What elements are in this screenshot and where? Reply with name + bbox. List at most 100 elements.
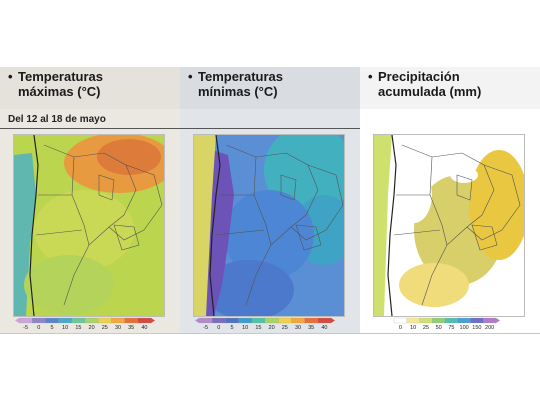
scale-swatch — [264, 317, 279, 324]
scale-arrow-left — [15, 318, 19, 323]
map-min-center-zone — [224, 190, 314, 280]
scale-tick-label: 10 — [62, 325, 68, 331]
scale-swatch — [470, 317, 484, 324]
scale-swatch — [304, 317, 319, 324]
scale-tick-label: 20 — [269, 325, 275, 331]
scale-tick-label: 40 — [321, 325, 327, 331]
scale-swatch — [483, 317, 497, 324]
scale-tick-label: 25 — [282, 325, 288, 331]
scale-arrow-right — [151, 318, 155, 323]
title-max-line1: Temperaturas — [18, 69, 104, 84]
scale-tick-label: 0 — [399, 325, 402, 331]
scale-tick-label: 5 — [230, 325, 233, 331]
scale-tick-label: 35 — [128, 325, 134, 331]
scale-temperaturas-minimas: -5 0 5 10 15 20 25 30 35 40 — [195, 317, 335, 332]
scale-swatch — [406, 317, 420, 324]
date-range-rule — [0, 128, 360, 129]
scale-tick-label: 15 — [75, 325, 81, 331]
scale-max-svg: -5 0 5 10 15 20 25 30 35 40 — [15, 317, 155, 331]
scale-tick-label: -5 — [203, 325, 208, 331]
scale-swatch — [98, 317, 112, 324]
scale-swatch — [137, 317, 152, 324]
map-temperaturas-minimas — [193, 134, 345, 317]
map-max-south-zone — [24, 255, 114, 315]
scale-arrow-left — [390, 318, 394, 323]
map-min-chile-zone — [194, 135, 216, 316]
scale-tick-label: 200 — [485, 325, 494, 331]
scale-swatch — [419, 317, 433, 324]
scale-arrow-left — [195, 318, 199, 323]
bullet-icon: • — [8, 69, 13, 84]
title-precipitacion-acumulada: • Precipitación acumulada (mm) — [368, 69, 481, 99]
scale-tick-label: -5 — [23, 325, 28, 331]
map-min-borders — [209, 135, 344, 316]
scale-min-svg: -5 0 5 10 15 20 25 30 35 40 — [195, 317, 335, 331]
map-pre-dry-patch — [450, 167, 478, 183]
map-max-andes-cool-zone — [14, 153, 36, 316]
scale-swatch — [317, 317, 332, 324]
scale-tick-label: 30 — [295, 325, 301, 331]
scale-swatch — [393, 317, 408, 324]
panel-min-header — [180, 67, 360, 109]
scale-tick-label: 50 — [436, 325, 442, 331]
scale-tick-label: 10 — [410, 325, 416, 331]
map-min-andes-cold-zone — [206, 150, 234, 316]
date-range-label: Del 12 al 18 de mayo — [8, 114, 106, 125]
map-precipitacion-acumulada — [373, 134, 525, 317]
scale-tick-label: 15 — [255, 325, 261, 331]
scale-swatch — [238, 317, 253, 324]
scale-tick-label: 10 — [242, 325, 248, 331]
scale-swatch — [18, 317, 33, 324]
title-pre-line2: acumulada (mm) — [378, 84, 482, 99]
title-min-line1: Temperaturas — [198, 69, 284, 84]
map-min-south-zone — [204, 260, 294, 316]
scale-tick-label: 25 — [423, 325, 429, 331]
scale-tick-label: 0 — [217, 325, 220, 331]
title-pre-line1: Precipitación — [378, 69, 460, 84]
scale-swatch — [251, 317, 266, 324]
scale-tick-label: 5 — [50, 325, 53, 331]
scale-tick-label: 40 — [141, 325, 147, 331]
scale-swatch — [71, 317, 86, 324]
bottom-rule — [0, 333, 540, 334]
map-pre-borders — [387, 135, 521, 316]
scale-tick-label: 30 — [115, 325, 121, 331]
map-pre-east-zone — [469, 150, 524, 260]
scale-swatch — [444, 317, 459, 324]
panel-precip-header — [360, 67, 540, 109]
map-pre-south-zone — [399, 263, 469, 307]
map-pre-chile-zone — [374, 135, 392, 316]
scale-swatch — [111, 317, 126, 324]
scale-swatch — [124, 317, 139, 324]
title-min-line2: mínimas (°C) — [198, 84, 278, 99]
scale-swatch — [58, 317, 73, 324]
title-temperaturas-minimas: • Temperaturas mínimas (°C) — [188, 69, 283, 99]
scale-swatch — [225, 317, 239, 324]
bullet-icon: • — [188, 69, 193, 84]
title-temperaturas-maximas: • Temperaturas máximas (°C) — [8, 69, 103, 99]
map-min-svg — [194, 135, 344, 316]
scale-swatch — [198, 317, 213, 324]
scale-tick-label: 20 — [89, 325, 95, 331]
map-max-center-zone — [34, 190, 134, 270]
scale-tick-label: 25 — [102, 325, 108, 331]
map-temperaturas-maximas — [13, 134, 165, 317]
bullet-icon: • — [368, 69, 373, 84]
scale-arrow-right — [496, 318, 500, 323]
map-max-svg — [14, 135, 164, 316]
scale-tick-label: 150 — [472, 325, 481, 331]
scale-swatch — [278, 317, 292, 324]
scale-swatch — [291, 317, 306, 324]
map-pre-svg — [374, 135, 524, 316]
scale-tick-label: 75 — [448, 325, 454, 331]
panel-max-header — [0, 67, 180, 109]
map-max-northeast-hot-zone — [97, 139, 161, 175]
scale-swatch — [45, 317, 59, 324]
scale-pre-svg: 0 10 25 50 75 100 150 200 — [390, 317, 500, 331]
scale-swatch — [432, 317, 446, 324]
scale-arrow-right — [331, 318, 335, 323]
scale-swatch — [212, 317, 226, 324]
scale-temperaturas-maximas: -5 0 5 10 15 20 25 30 35 40 — [15, 317, 155, 332]
map-max-borders — [29, 135, 163, 316]
scale-swatch — [457, 317, 471, 324]
